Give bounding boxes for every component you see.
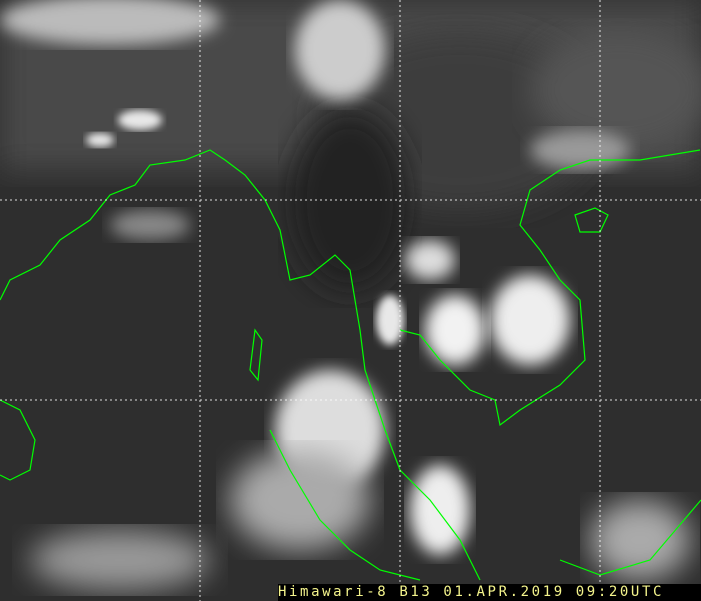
coastlines bbox=[0, 149, 701, 581]
image-caption: Himawari-8 B13 01.APR.2019 09:20UTC bbox=[278, 584, 701, 601]
clouds bbox=[0, 0, 690, 590]
